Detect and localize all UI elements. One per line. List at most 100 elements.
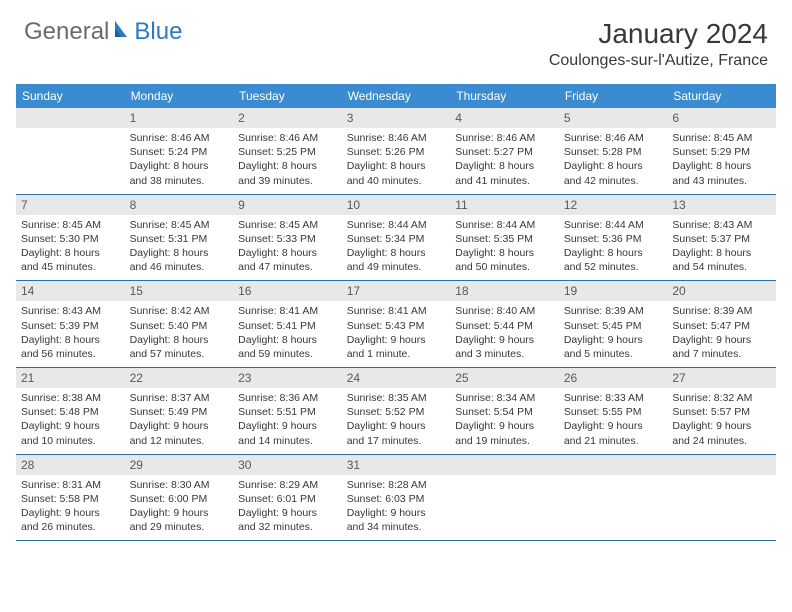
day-line: and 7 minutes. — [672, 347, 771, 361]
day-header-wednesday: Wednesday — [342, 84, 451, 108]
day-line: Daylight: 8 hours — [455, 246, 554, 260]
day-line: Sunrise: 8:46 AM — [455, 131, 554, 145]
day-number: 2 — [233, 108, 342, 128]
page-header: General Blue January 2024 Coulonges-sur-… — [0, 0, 792, 78]
day-line: Sunrise: 8:33 AM — [564, 391, 663, 405]
day-line: and 29 minutes. — [130, 520, 229, 534]
week-row: 1Sunrise: 8:46 AMSunset: 5:24 PMDaylight… — [16, 108, 776, 194]
day-line: Sunset: 5:27 PM — [455, 145, 554, 159]
day-number: 11 — [450, 195, 559, 215]
day-cell: 31Sunrise: 8:28 AMSunset: 6:03 PMDayligh… — [342, 454, 451, 541]
day-line: Sunset: 5:37 PM — [672, 232, 771, 246]
day-line: and 39 minutes. — [238, 174, 337, 188]
day-number: 26 — [559, 368, 668, 388]
logo-text-general: General — [24, 18, 109, 46]
day-line: Sunrise: 8:32 AM — [672, 391, 771, 405]
day-number: 19 — [559, 281, 668, 301]
day-line: Sunset: 5:29 PM — [672, 145, 771, 159]
day-body: Sunrise: 8:28 AMSunset: 6:03 PMDaylight:… — [342, 475, 451, 541]
day-line: Sunset: 5:47 PM — [672, 319, 771, 333]
day-line: Sunset: 5:31 PM — [130, 232, 229, 246]
day-line: and 52 minutes. — [564, 260, 663, 274]
day-line: Daylight: 9 hours — [347, 333, 446, 347]
day-body: Sunrise: 8:45 AMSunset: 5:29 PMDaylight:… — [667, 128, 776, 194]
day-body: Sunrise: 8:35 AMSunset: 5:52 PMDaylight:… — [342, 388, 451, 454]
day-line: Sunrise: 8:34 AM — [455, 391, 554, 405]
day-number: 25 — [450, 368, 559, 388]
day-body: Sunrise: 8:45 AMSunset: 5:30 PMDaylight:… — [16, 215, 125, 281]
day-cell: 7Sunrise: 8:45 AMSunset: 5:30 PMDaylight… — [16, 194, 125, 281]
day-line: Daylight: 9 hours — [455, 419, 554, 433]
day-line: Sunrise: 8:43 AM — [21, 304, 120, 318]
day-line: Sunrise: 8:37 AM — [130, 391, 229, 405]
day-number: 4 — [450, 108, 559, 128]
day-cell: 23Sunrise: 8:36 AMSunset: 5:51 PMDayligh… — [233, 368, 342, 455]
day-line: and 19 minutes. — [455, 434, 554, 448]
day-cell — [667, 454, 776, 541]
day-line: and 12 minutes. — [130, 434, 229, 448]
day-line: Daylight: 9 hours — [130, 419, 229, 433]
day-number: 3 — [342, 108, 451, 128]
day-line: Sunrise: 8:46 AM — [130, 131, 229, 145]
day-line: Sunset: 5:24 PM — [130, 145, 229, 159]
day-line: Daylight: 9 hours — [347, 506, 446, 520]
day-cell: 12Sunrise: 8:44 AMSunset: 5:36 PMDayligh… — [559, 194, 668, 281]
day-line: and 5 minutes. — [564, 347, 663, 361]
day-number: 6 — [667, 108, 776, 128]
day-number-empty — [450, 455, 559, 475]
day-line: Daylight: 8 hours — [21, 246, 120, 260]
day-number: 10 — [342, 195, 451, 215]
day-line: Daylight: 8 hours — [238, 333, 337, 347]
day-number: 14 — [16, 281, 125, 301]
day-line: Sunrise: 8:42 AM — [130, 304, 229, 318]
day-line: and 46 minutes. — [130, 260, 229, 274]
day-number: 9 — [233, 195, 342, 215]
day-line: Daylight: 9 hours — [455, 333, 554, 347]
day-line: Daylight: 9 hours — [130, 506, 229, 520]
day-body: Sunrise: 8:29 AMSunset: 6:01 PMDaylight:… — [233, 475, 342, 541]
day-header-monday: Monday — [125, 84, 234, 108]
day-line: Daylight: 9 hours — [238, 506, 337, 520]
day-body: Sunrise: 8:32 AMSunset: 5:57 PMDaylight:… — [667, 388, 776, 454]
day-cell: 27Sunrise: 8:32 AMSunset: 5:57 PMDayligh… — [667, 368, 776, 455]
day-line: Sunset: 5:58 PM — [21, 492, 120, 506]
day-header-sunday: Sunday — [16, 84, 125, 108]
week-row: 28Sunrise: 8:31 AMSunset: 5:58 PMDayligh… — [16, 454, 776, 541]
day-cell: 1Sunrise: 8:46 AMSunset: 5:24 PMDaylight… — [125, 108, 234, 194]
day-body: Sunrise: 8:44 AMSunset: 5:35 PMDaylight:… — [450, 215, 559, 281]
day-line: and 14 minutes. — [238, 434, 337, 448]
day-cell: 21Sunrise: 8:38 AMSunset: 5:48 PMDayligh… — [16, 368, 125, 455]
day-line: Sunset: 5:48 PM — [21, 405, 120, 419]
day-line: and 41 minutes. — [455, 174, 554, 188]
month-title: January 2024 — [549, 18, 768, 50]
day-body: Sunrise: 8:36 AMSunset: 5:51 PMDaylight:… — [233, 388, 342, 454]
day-line: Daylight: 8 hours — [455, 159, 554, 173]
day-body: Sunrise: 8:40 AMSunset: 5:44 PMDaylight:… — [450, 301, 559, 367]
day-cell: 10Sunrise: 8:44 AMSunset: 5:34 PMDayligh… — [342, 194, 451, 281]
day-line: Sunrise: 8:44 AM — [347, 218, 446, 232]
day-body: Sunrise: 8:46 AMSunset: 5:26 PMDaylight:… — [342, 128, 451, 194]
day-line: Sunrise: 8:38 AM — [21, 391, 120, 405]
day-line: Daylight: 9 hours — [238, 419, 337, 433]
day-line: and 24 minutes. — [672, 434, 771, 448]
day-line: Sunrise: 8:43 AM — [672, 218, 771, 232]
day-line: Daylight: 8 hours — [130, 159, 229, 173]
day-line: and 34 minutes. — [347, 520, 446, 534]
day-line: Sunrise: 8:28 AM — [347, 478, 446, 492]
day-cell: 5Sunrise: 8:46 AMSunset: 5:28 PMDaylight… — [559, 108, 668, 194]
day-line: Sunrise: 8:39 AM — [672, 304, 771, 318]
day-number: 12 — [559, 195, 668, 215]
day-number: 18 — [450, 281, 559, 301]
day-body: Sunrise: 8:44 AMSunset: 5:36 PMDaylight:… — [559, 215, 668, 281]
day-line: and 17 minutes. — [347, 434, 446, 448]
day-header-tuesday: Tuesday — [233, 84, 342, 108]
day-line: Sunrise: 8:36 AM — [238, 391, 337, 405]
day-number: 21 — [16, 368, 125, 388]
day-body: Sunrise: 8:46 AMSunset: 5:24 PMDaylight:… — [125, 128, 234, 194]
logo-sail-icon — [113, 19, 131, 44]
day-cell: 11Sunrise: 8:44 AMSunset: 5:35 PMDayligh… — [450, 194, 559, 281]
day-line: Sunrise: 8:46 AM — [238, 131, 337, 145]
day-line: Sunset: 5:44 PM — [455, 319, 554, 333]
day-number: 16 — [233, 281, 342, 301]
day-line: Sunset: 5:35 PM — [455, 232, 554, 246]
